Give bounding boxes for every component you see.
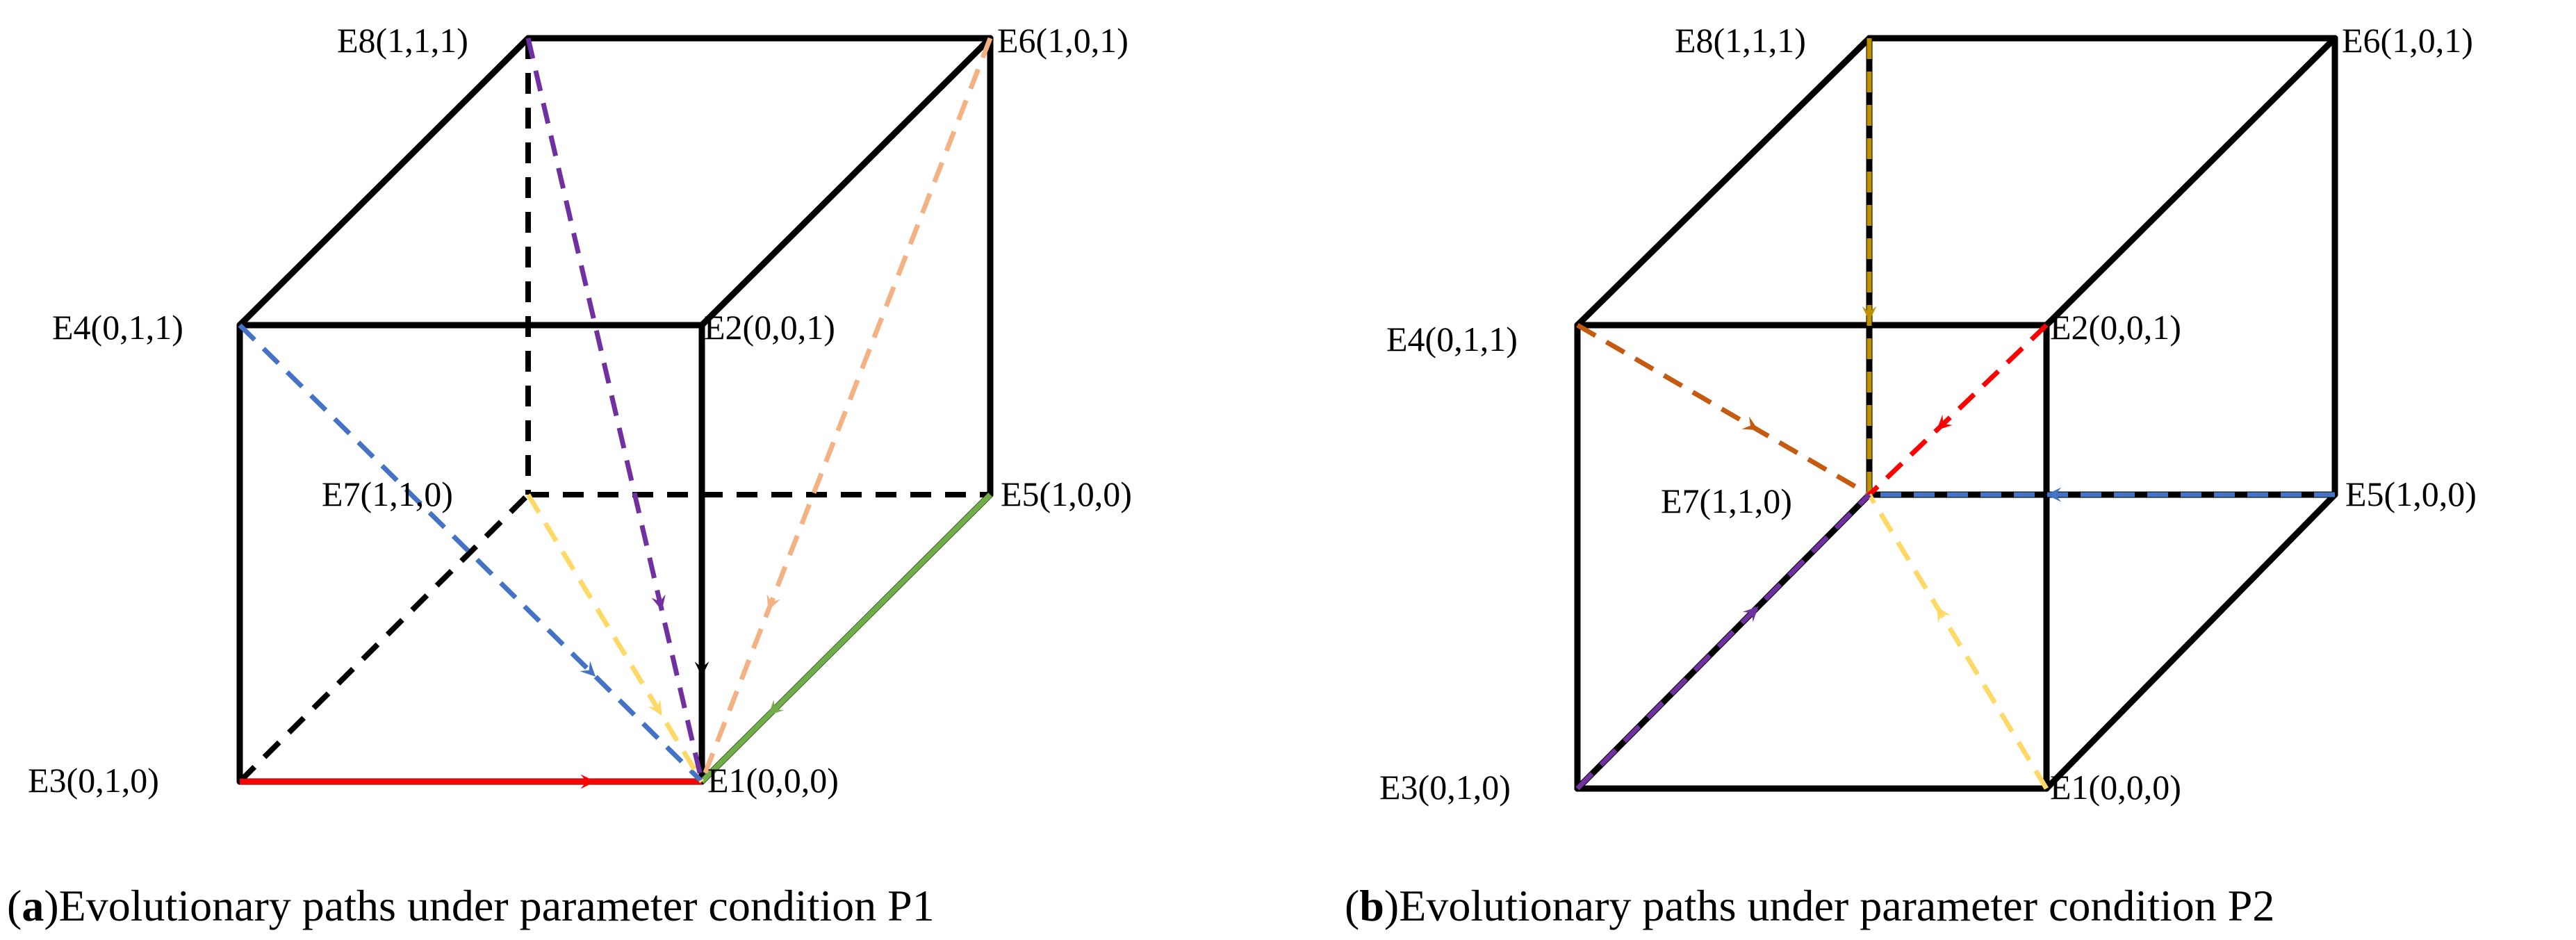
cube-edge-e1-e5 [2043,491,2338,792]
vertex-label-e5: E5(1,0,0) [2345,475,2477,513]
cube-edge-e2-e6 [2043,35,2338,329]
path-e4-to-e7 [1576,322,1871,497]
panel-b-caption-letter: b [1359,881,1384,930]
vertex-label-e1: E1(0,0,0) [2050,768,2181,807]
path-e2-to-e7 [1867,323,2049,497]
panel-b-cube-edges [1574,35,2338,792]
path-e5-to-e1 [700,493,992,784]
cube-edge-e4-e8 [236,35,532,329]
vertex-label-e4: E4(0,1,1) [52,308,183,347]
arrowhead-e5-to-e7 [2046,487,2062,502]
path-e1-to-e7 [1867,493,2049,790]
path-e8-to-e1 [525,38,705,782]
cube-edge-e3-e7 [238,493,530,784]
vertex-label-e2: E2(0,0,1) [704,308,835,347]
panel-a-cube-edges [236,35,994,785]
arrowhead-e1-to-e7 [1936,606,1951,623]
panel-a-caption-open: ( [7,881,22,930]
arrowhead-e3-to-e1 [580,774,596,789]
path-e3-to-e7 [1575,493,1871,791]
arrowhead-e8-to-e1 [651,594,666,611]
panel-b-evolution-paths [1575,38,2335,791]
arrowhead-e2-to-e1 [694,661,709,677]
panel-b-caption: (b)Evolutionary paths under parameter co… [1345,881,2274,930]
arrowhead-e2-to-e7 [1936,414,1953,431]
panel-a-caption-text: )Evolutionary paths under parameter cond… [44,881,934,930]
panel-b-caption-open: ( [1345,881,1359,930]
arrowhead-e3-to-e7 [1742,606,1759,622]
vertex-label-e5: E5(1,0,0) [1001,475,1132,513]
arrowhead-e6-to-e1 [766,593,780,611]
arrowhead-e8-to-e7 [1862,306,1877,322]
panel-b-cube-diagram: E8(1,1,1) E6(1,0,1) E4(0,1,1) E2(0,0,1) … [1345,21,2477,930]
vertex-label-e7: E7(1,1,0) [322,475,453,513]
panel-a-evolution-paths [238,37,993,789]
path-e7-to-e1 [526,493,704,783]
vertex-label-e2: E2(0,0,1) [2050,308,2181,347]
vertex-label-e8: E8(1,1,1) [1675,21,1806,60]
vertex-label-e1: E1(0,0,0) [707,761,839,800]
vertex-label-e7: E7(1,1,0) [1661,481,1792,520]
vertex-label-e3: E3(0,1,0) [1379,768,1511,807]
vertex-label-e8: E8(1,1,1) [337,21,468,60]
panel-a-caption-letter: a [22,881,44,930]
panel-a-caption: (a)Evolutionary paths under parameter co… [7,881,935,930]
vertex-label-e3: E3(0,1,0) [28,761,159,800]
arrowhead-e5-to-e1 [768,700,785,716]
arrowhead-e4-to-e7 [1741,416,1759,431]
cube-edge-e2-e6 [698,35,994,329]
panel-b-caption-text: )Evolutionary paths under parameter cond… [1384,881,2274,930]
vertex-label-e6: E6(1,0,1) [997,21,1129,60]
path-e4-to-e1 [238,323,704,784]
cube-edge-e4-e8 [1574,35,1873,329]
vertex-label-e4: E4(0,1,1) [1386,320,1518,358]
path-e6-to-e1 [699,37,993,783]
panel-a-vertex-labels: E8(1,1,1) E6(1,0,1) E4(0,1,1) E2(0,0,1) … [28,21,1132,800]
panel-a-cube-diagram: E8(1,1,1) E6(1,0,1) E4(0,1,1) E2(0,0,1) … [7,21,1132,930]
vertex-label-e6: E6(1,0,1) [2342,21,2473,60]
panel-b-vertex-labels: E8(1,1,1) E6(1,0,1) E4(0,1,1) E2(0,0,1) … [1379,21,2477,807]
arrowhead-e4-to-e1 [580,661,596,677]
arrowhead-e7-to-e1 [648,699,662,716]
